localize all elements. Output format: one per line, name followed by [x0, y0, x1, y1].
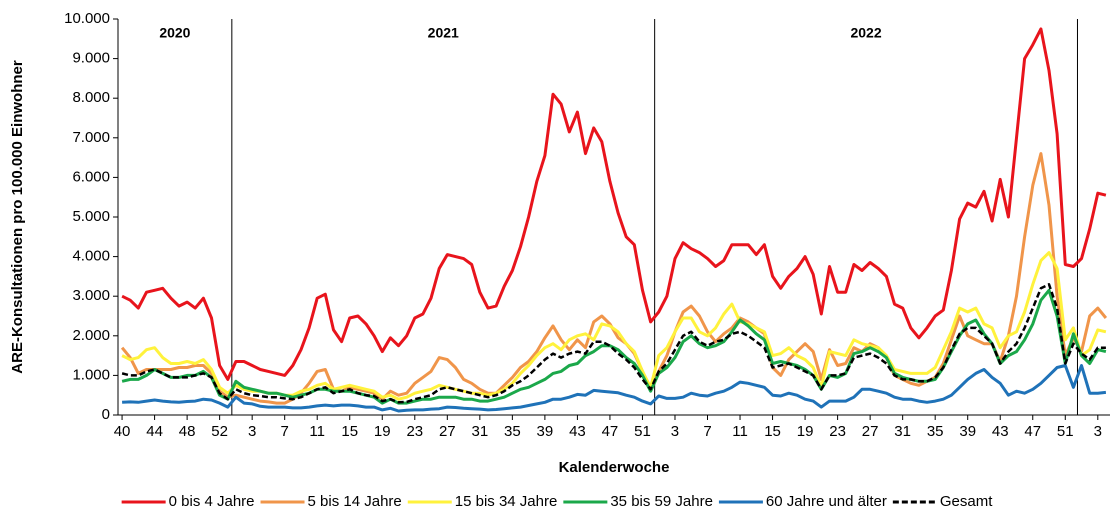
y-tick-label: 3.000 — [72, 287, 110, 304]
x-tick-label: 19 — [374, 423, 391, 440]
x-tick-label: 3 — [671, 423, 679, 440]
series-line — [121, 27, 1107, 381]
legend-label: 5 bis 14 Jahre — [308, 493, 402, 510]
x-tick-label: 44 — [146, 423, 163, 440]
x-tick-label: 27 — [862, 423, 879, 440]
x-tick-label: 19 — [797, 423, 814, 440]
x-tick-label: 3 — [248, 423, 256, 440]
series-line — [122, 364, 1107, 413]
x-tick-label: 51 — [1057, 423, 1074, 440]
y-axis-title: ARE-Konsultationen pro 100.000 Einwohner — [9, 60, 26, 374]
x-tick-label: 31 — [471, 423, 488, 440]
x-tick-label: 31 — [894, 423, 911, 440]
legend-label: 35 bis 59 Jahre — [610, 493, 713, 510]
year-label: 2021 — [428, 25, 459, 41]
x-axis-title: Kalenderwoche — [559, 459, 670, 476]
x-tick-label: 52 — [211, 423, 228, 440]
y-tick-label: 7.000 — [72, 129, 110, 146]
x-tick-label: 35 — [504, 423, 521, 440]
x-tick-label: 47 — [602, 423, 619, 440]
x-tick-label: 15 — [341, 423, 358, 440]
y-tick-label: 4.000 — [72, 248, 110, 265]
series-line — [121, 283, 1106, 404]
legend-label: 0 bis 4 Jahre — [169, 493, 255, 510]
y-tick-label: 6.000 — [72, 168, 110, 185]
x-tick-label: 39 — [537, 423, 554, 440]
series-line — [121, 288, 1107, 405]
year-label: 2020 — [159, 25, 190, 41]
legend: 0 bis 4 Jahre 5 bis 14 Jahre 15 bis 34 Jah… — [121, 493, 993, 510]
x-tick-label: 43 — [569, 423, 586, 440]
y-tick-label: 2.000 — [72, 327, 110, 344]
legend-label: 15 bis 34 Jahre — [455, 493, 558, 510]
legend-label: Gesamt — [940, 493, 993, 510]
y-tick-label: 9.000 — [72, 50, 110, 67]
x-tick-label: 48 — [179, 423, 196, 440]
y-tick-label: 8.000 — [72, 89, 110, 106]
x-tick-label: 40 — [114, 423, 131, 440]
x-tick-label: 51 — [634, 423, 651, 440]
x-tick-label: 23 — [406, 423, 423, 440]
series-line — [120, 152, 1108, 405]
x-tick-label: 47 — [1024, 423, 1041, 440]
x-tick-label: 23 — [829, 423, 846, 440]
x-tick-label: 43 — [992, 423, 1009, 440]
x-tick-label: 7 — [281, 423, 289, 440]
x-tick-label: 15 — [764, 423, 781, 440]
y-tick-label: 0 — [102, 406, 110, 423]
y-tick-label: 5.000 — [72, 208, 110, 225]
y-tick-label: 10.000 — [64, 10, 110, 27]
x-tick-label: 27 — [439, 423, 456, 440]
x-tick-label: 11 — [309, 423, 325, 440]
x-tick-label: 39 — [959, 423, 976, 440]
x-tick-label: 3 — [1094, 423, 1102, 440]
x-tick-label: 11 — [732, 423, 748, 440]
x-tick-label: 35 — [927, 423, 944, 440]
y-tick-label: 1.000 — [72, 366, 110, 383]
x-tick-label: 7 — [703, 423, 711, 440]
legend-label: 60 Jahre und älter — [766, 493, 887, 510]
year-label: 2022 — [850, 25, 881, 41]
series-line — [121, 251, 1107, 401]
